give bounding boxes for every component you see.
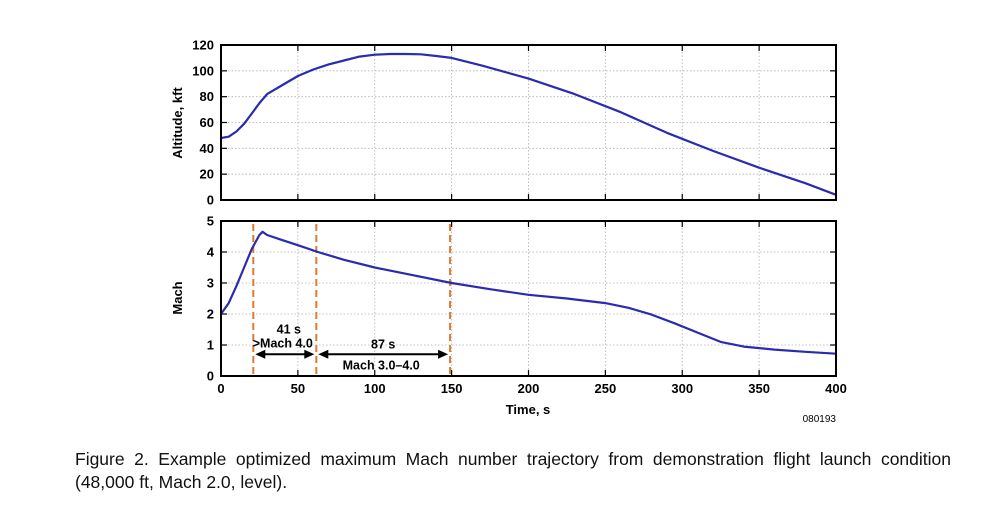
time-x-label: Time, s (506, 402, 551, 417)
time-x-tick-label: 400 (825, 381, 847, 396)
figure-id: 080193 (803, 414, 837, 425)
mach-marker-lines (252, 224, 452, 376)
time-x-tick-label: 200 (518, 381, 540, 396)
mach-y-tick-label: 4 (207, 245, 215, 260)
figure-caption: Figure 2. Example optimized maximum Mach… (75, 449, 951, 492)
altitude-plot-frame (220, 44, 837, 201)
duration-condition-label: Mach 3.0–4.0 (343, 358, 420, 372)
mach-plot-frame (220, 220, 837, 377)
time-x-tick-label: 50 (291, 381, 305, 396)
duration-label: 41 s (277, 322, 301, 336)
altitude-y-tick-label: 60 (200, 115, 214, 130)
mach-series-line (220, 230, 837, 355)
altitude-series-line (220, 52, 837, 196)
time-x-tick-label: 150 (441, 381, 463, 396)
altitude-y-tick-label: 120 (192, 38, 214, 53)
mach-grid (221, 221, 836, 376)
mach-y-label: Mach (170, 281, 185, 314)
duration-arrow-head-right (438, 349, 449, 359)
altitude-grid (221, 45, 836, 200)
altitude-y-tick-label: 80 (200, 89, 214, 104)
altitude-y-tick-label: 0 (207, 193, 214, 208)
mach-y-tick-label: 3 (207, 276, 214, 291)
altitude-panel: 0 20 40 60 80 100 120 Altitude, kft (170, 38, 837, 208)
mach-series (220, 230, 837, 355)
duration-label: 87 s (371, 337, 395, 351)
time-x-tick-label: 300 (671, 381, 693, 396)
altitude-y-tick-label: 40 (200, 141, 214, 156)
mach-y-tick-label: 1 (207, 338, 214, 353)
time-x-tick-label: 250 (595, 381, 617, 396)
mach-y-tick-label: 2 (207, 307, 214, 322)
time-x-tick-label: 100 (364, 381, 386, 396)
altitude-series (220, 52, 837, 196)
altitude-y-tick-label: 100 (192, 63, 214, 78)
mach-y-tick-label: 5 (207, 214, 214, 229)
duration-arrow-head-left (318, 349, 329, 359)
duration-condition-label: >Mach 4.0 (253, 336, 313, 350)
altitude-y-label: Altitude, kft (170, 87, 185, 159)
time-x-tick-label: 350 (748, 381, 770, 396)
mach-y-tick-label: 0 (207, 369, 214, 384)
time-x-tick-label: 0 (217, 381, 224, 396)
altitude-ticks: 0 20 40 60 80 100 120 (192, 38, 837, 208)
altitude-y-tick-label: 20 (200, 167, 214, 182)
duration-arrow-head-left (255, 349, 266, 359)
mach-annotations: 41 s>Mach 4.0 87 s Mach 3.0–4.0 (253, 322, 449, 372)
duration-arrow-head-right (304, 349, 315, 359)
